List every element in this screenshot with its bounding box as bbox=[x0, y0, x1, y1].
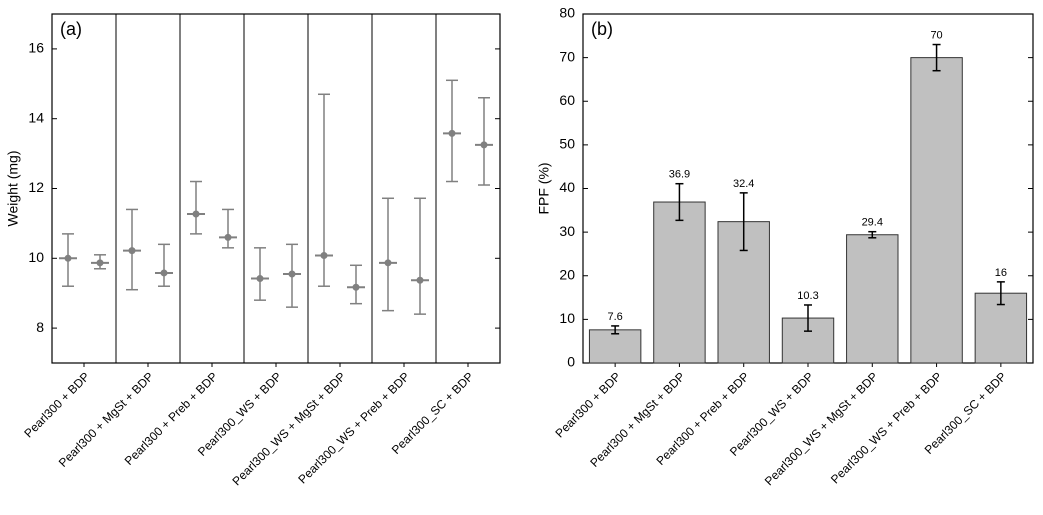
y-tick-label: 20 bbox=[559, 266, 575, 282]
point bbox=[480, 141, 488, 149]
value-label: 32.4 bbox=[733, 178, 754, 190]
x-tick-label: Pearl300_WS + MgSt + BDP bbox=[230, 369, 349, 488]
y-tick-label: 40 bbox=[559, 179, 575, 195]
point bbox=[64, 254, 72, 262]
value-label: 70 bbox=[930, 29, 942, 41]
x-tick-label: Pearl300_WS + MgSt + BDP bbox=[762, 369, 881, 488]
bar bbox=[910, 57, 963, 364]
x-tick-label: Pearl300_WS + Preb + BDP bbox=[828, 369, 945, 486]
point bbox=[160, 269, 168, 277]
x-tick-label: Pearl300 + BDP bbox=[21, 369, 92, 440]
y-tick-label: 12 bbox=[28, 179, 44, 195]
x-tick-label: Pearl300 + BDP bbox=[553, 369, 624, 440]
value-label: 16 bbox=[995, 267, 1007, 279]
y-tick-label: 30 bbox=[559, 223, 575, 239]
point bbox=[192, 210, 200, 218]
point bbox=[384, 259, 392, 267]
point bbox=[352, 283, 360, 291]
y-axis-label: Weight (mg) bbox=[5, 151, 21, 227]
y-axis-label: FPF (%) bbox=[536, 162, 552, 214]
panel-label: (b) bbox=[591, 19, 613, 39]
value-label: 36.9 bbox=[669, 169, 690, 181]
value-label: 10.3 bbox=[797, 290, 818, 302]
value-label: 29.4 bbox=[862, 217, 883, 229]
y-tick-label: 10 bbox=[559, 310, 575, 326]
point bbox=[96, 259, 104, 267]
y-tick-label: 0 bbox=[567, 354, 575, 370]
y-tick-label: 10 bbox=[28, 249, 44, 265]
y-tick-label: 16 bbox=[28, 40, 44, 56]
point bbox=[256, 275, 264, 283]
point bbox=[224, 233, 232, 241]
bar bbox=[653, 201, 706, 364]
point bbox=[288, 270, 296, 278]
bar bbox=[588, 329, 642, 364]
y-tick-label: 14 bbox=[28, 109, 44, 125]
panel-label: (a) bbox=[60, 19, 82, 39]
point bbox=[448, 129, 456, 137]
value-label: 7.6 bbox=[607, 311, 622, 323]
y-tick-label: 80 bbox=[559, 5, 575, 21]
y-tick-label: 50 bbox=[559, 136, 575, 152]
point bbox=[128, 247, 136, 255]
plot-frame bbox=[51, 13, 501, 364]
point bbox=[320, 252, 328, 260]
y-tick-label: 8 bbox=[36, 319, 44, 335]
point bbox=[416, 276, 424, 284]
x-tick-label: Pearl300_WS + Preb + BDP bbox=[295, 369, 412, 486]
y-tick-label: 70 bbox=[559, 48, 575, 64]
bar bbox=[846, 234, 899, 364]
y-tick-label: 60 bbox=[559, 92, 575, 108]
